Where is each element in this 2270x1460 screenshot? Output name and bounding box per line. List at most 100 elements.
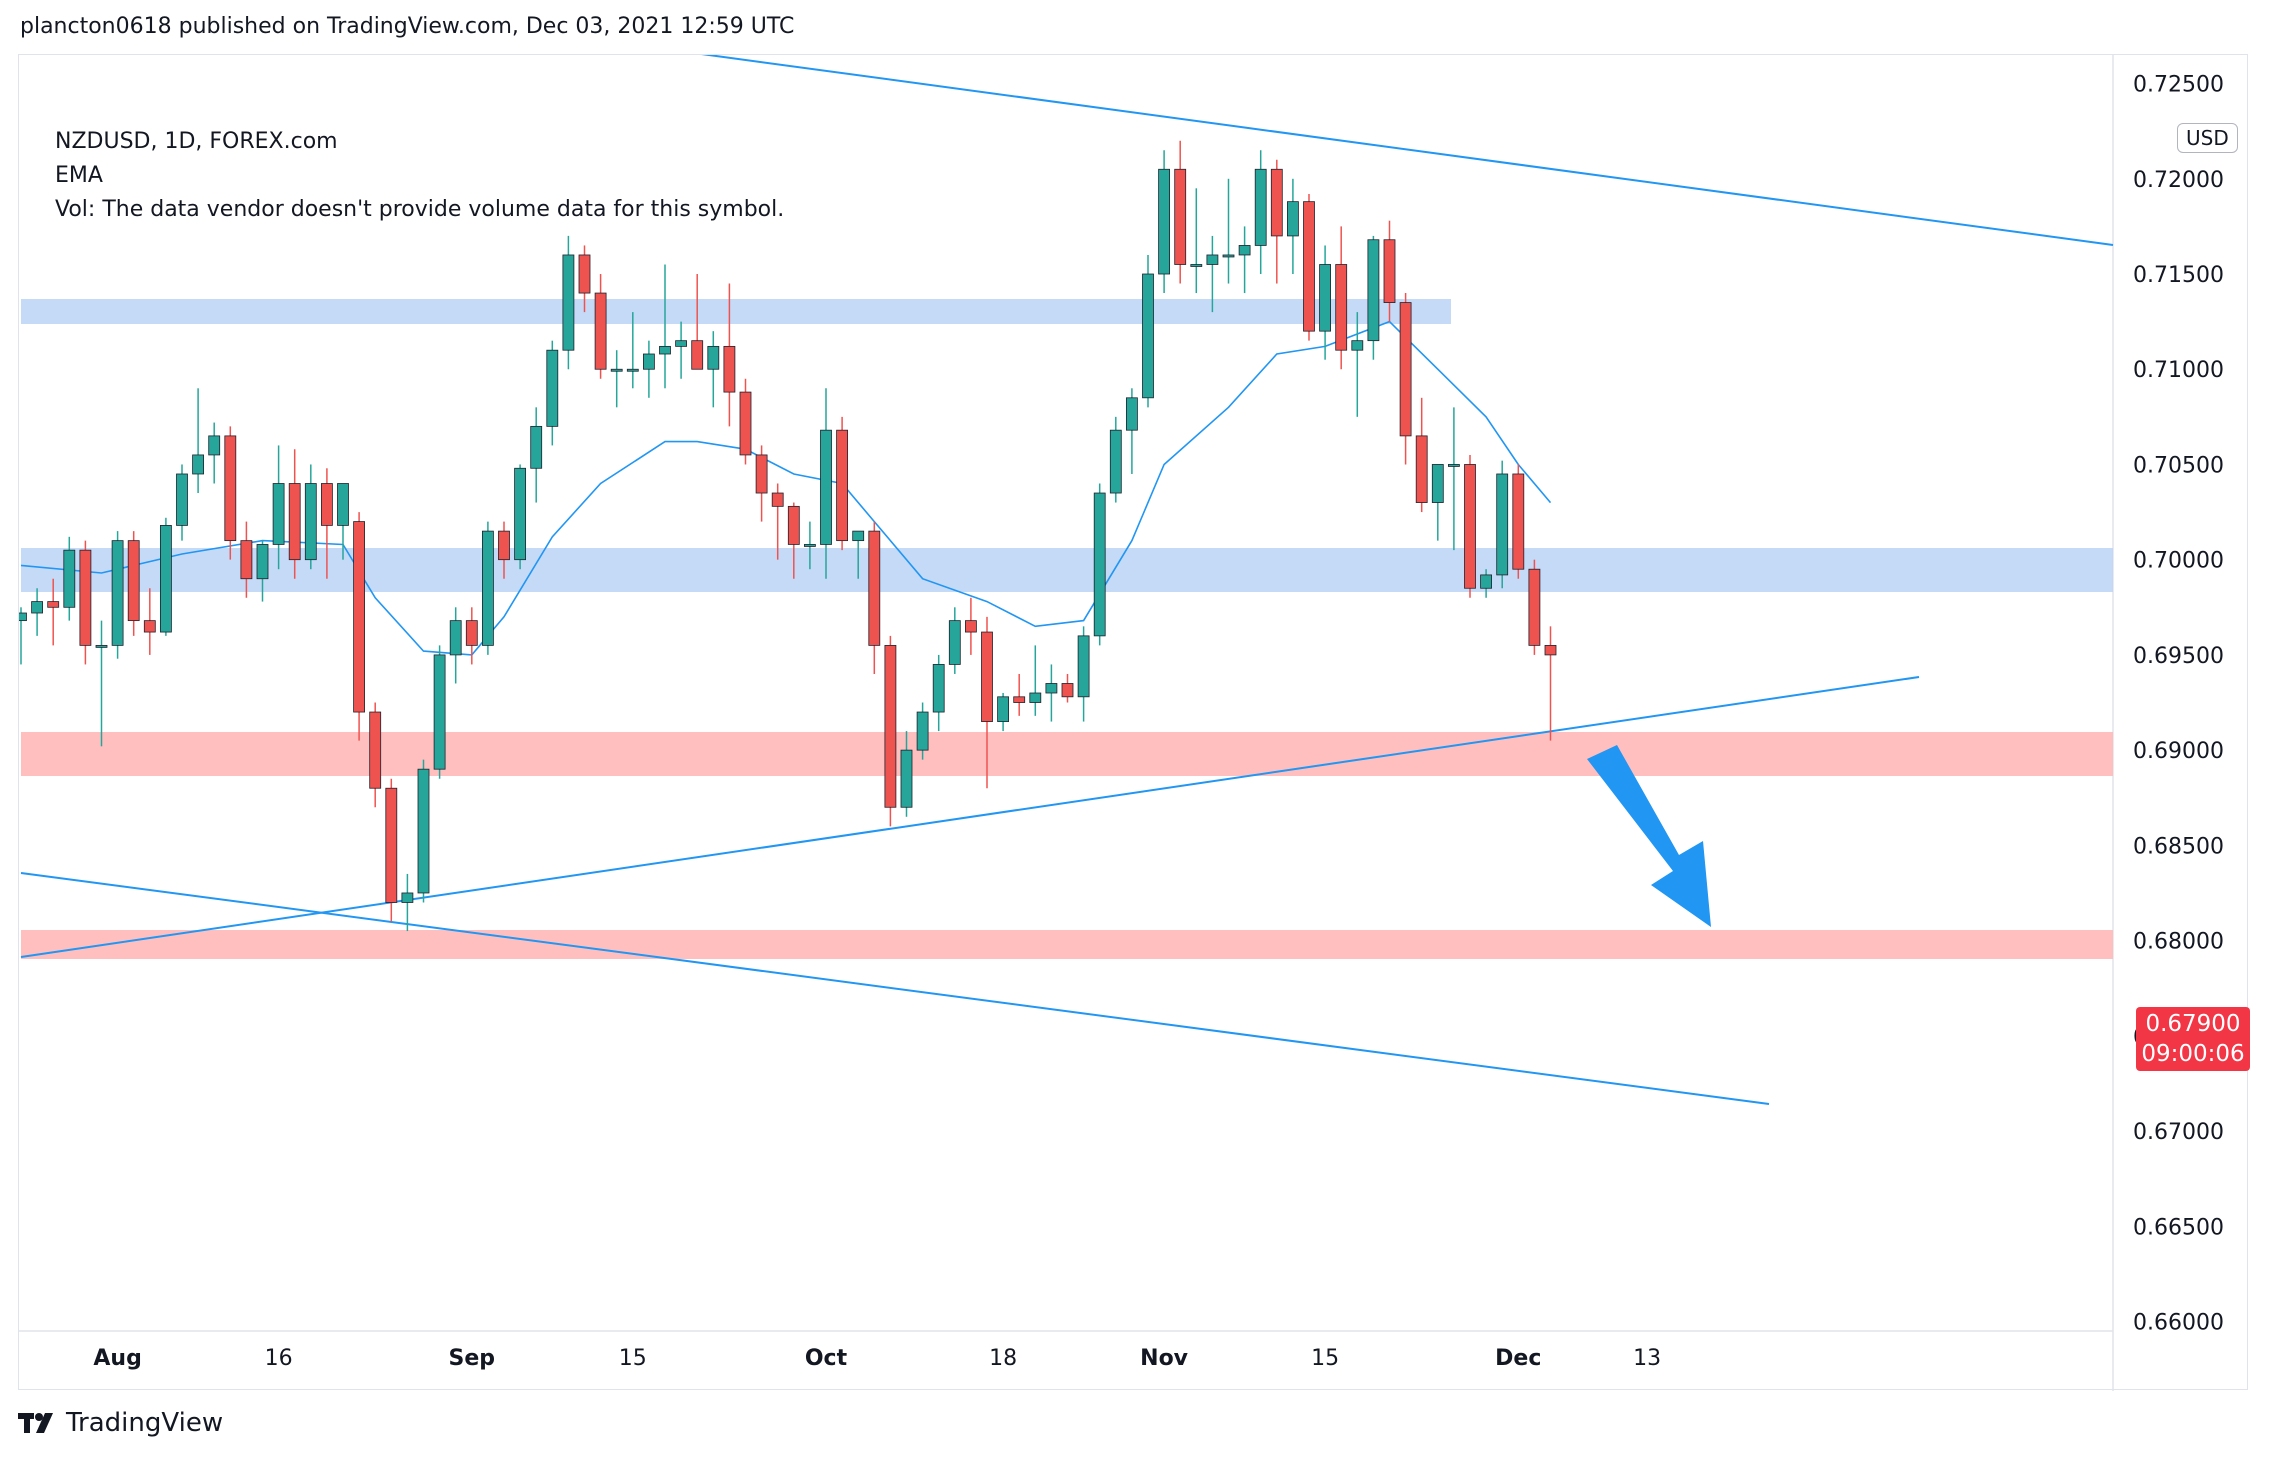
candle[interactable] — [47, 578, 60, 646]
candle[interactable] — [1512, 464, 1525, 579]
candle[interactable] — [787, 502, 800, 579]
candle[interactable] — [675, 321, 687, 379]
candle[interactable] — [1544, 626, 1557, 741]
candle[interactable] — [353, 512, 366, 741]
candle[interactable] — [1077, 626, 1090, 722]
candle[interactable] — [820, 388, 832, 579]
candle[interactable] — [707, 331, 720, 408]
down-arrow-annotation[interactable] — [1587, 745, 1711, 927]
candle[interactable] — [514, 464, 527, 570]
ema-line[interactable] — [20, 320, 1552, 656]
candle[interactable] — [739, 378, 752, 465]
candle[interactable] — [1480, 569, 1492, 598]
resistance-zone-lower[interactable] — [21, 930, 2113, 959]
candle[interactable] — [562, 235, 575, 370]
candle[interactable] — [1464, 454, 1476, 598]
candle[interactable] — [176, 464, 188, 541]
candle[interactable] — [1142, 254, 1154, 408]
candle[interactable] — [1222, 178, 1235, 284]
candle[interactable] — [643, 340, 655, 398]
candle[interactable] — [626, 312, 639, 389]
candle[interactable] — [19, 607, 27, 665]
candle[interactable] — [965, 597, 977, 655]
candle[interactable] — [852, 530, 865, 579]
candle[interactable] — [948, 607, 961, 674]
tradingview-brand[interactable]: TradingView — [66, 1408, 224, 1438]
candle[interactable] — [337, 483, 349, 560]
candle[interactable] — [272, 445, 285, 570]
candle[interactable] — [159, 517, 172, 636]
candle[interactable] — [79, 540, 92, 665]
candle[interactable] — [1254, 150, 1267, 275]
candle[interactable] — [433, 645, 446, 779]
candle[interactable] — [1238, 226, 1251, 294]
candle[interactable] — [192, 388, 205, 494]
candle[interactable] — [224, 426, 237, 560]
legend-symbol[interactable]: NZDUSD, 1D, FOREX.com — [55, 129, 338, 154]
candle[interactable] — [659, 264, 671, 389]
candle[interactable] — [836, 416, 848, 551]
chart-canvas[interactable]: 0.72500 0.72000 0.71500 0.71000 0.70500 0.700… — [19, 55, 2249, 1391]
support-zone-middle[interactable] — [21, 548, 2113, 592]
candle[interactable] — [1319, 245, 1331, 360]
candle[interactable] — [1061, 673, 1074, 703]
candle[interactable] — [31, 588, 44, 636]
candle[interactable] — [771, 483, 784, 560]
candle[interactable] — [143, 588, 156, 655]
candle[interactable] — [916, 702, 929, 760]
candle[interactable] — [1093, 483, 1106, 646]
candle[interactable] — [546, 340, 559, 446]
candle[interactable] — [932, 654, 945, 732]
candle[interactable] — [868, 521, 881, 674]
candle[interactable] — [127, 531, 140, 636]
candle[interactable] — [111, 531, 124, 659]
candle[interactable] — [578, 245, 591, 313]
candle[interactable] — [385, 778, 398, 922]
chart-frame[interactable]: 0.72500 0.72000 0.71500 0.71000 0.70500 0.700… — [18, 54, 2250, 1391]
candle[interactable] — [1270, 159, 1283, 284]
candle[interactable] — [465, 607, 478, 665]
candle[interactable] — [1367, 235, 1380, 360]
candle[interactable] — [900, 731, 913, 817]
candle[interactable] — [530, 407, 543, 503]
candle[interactable] — [1206, 235, 1219, 313]
candle[interactable] — [1528, 559, 1541, 655]
candle[interactable] — [1415, 397, 1428, 513]
trendline-upper-channel[interactable] — [694, 55, 2114, 246]
candle[interactable] — [804, 521, 816, 570]
tradingview-logo-icon[interactable] — [18, 1411, 60, 1435]
candle[interactable] — [1303, 194, 1315, 341]
candle[interactable] — [63, 536, 76, 621]
candle[interactable] — [240, 521, 253, 598]
candle[interactable] — [1335, 226, 1348, 370]
candle[interactable] — [755, 445, 768, 522]
support-zone-upper[interactable] — [21, 299, 1451, 324]
candle[interactable] — [320, 468, 333, 579]
candle[interactable] — [1029, 645, 1042, 716]
candle[interactable] — [401, 873, 414, 932]
candle[interactable] — [594, 274, 607, 379]
candle[interactable] — [1045, 664, 1058, 722]
candle[interactable] — [449, 607, 462, 684]
trendline-rising[interactable] — [20, 676, 1920, 958]
candle[interactable] — [884, 635, 897, 827]
currency-badge[interactable]: USD — [2177, 123, 2238, 153]
candle[interactable] — [481, 521, 494, 655]
candle[interactable] — [369, 702, 382, 808]
candle[interactable] — [288, 449, 301, 579]
candle[interactable] — [1496, 460, 1509, 589]
candle[interactable] — [1013, 673, 1026, 716]
candle[interactable] — [417, 759, 430, 903]
candle[interactable] — [1431, 464, 1444, 541]
candle[interactable] — [1448, 407, 1460, 551]
candle[interactable] — [498, 521, 510, 579]
candle[interactable] — [1126, 388, 1138, 474]
candle[interactable] — [997, 693, 1009, 732]
resistance-zone-upper[interactable] — [21, 732, 2113, 776]
candle[interactable] — [1109, 416, 1122, 503]
candle[interactable] — [304, 464, 317, 570]
candle[interactable] — [208, 422, 221, 484]
candle[interactable] — [1287, 178, 1299, 275]
legend-indicator[interactable]: EMA — [55, 163, 103, 188]
candle[interactable] — [1351, 312, 1364, 417]
